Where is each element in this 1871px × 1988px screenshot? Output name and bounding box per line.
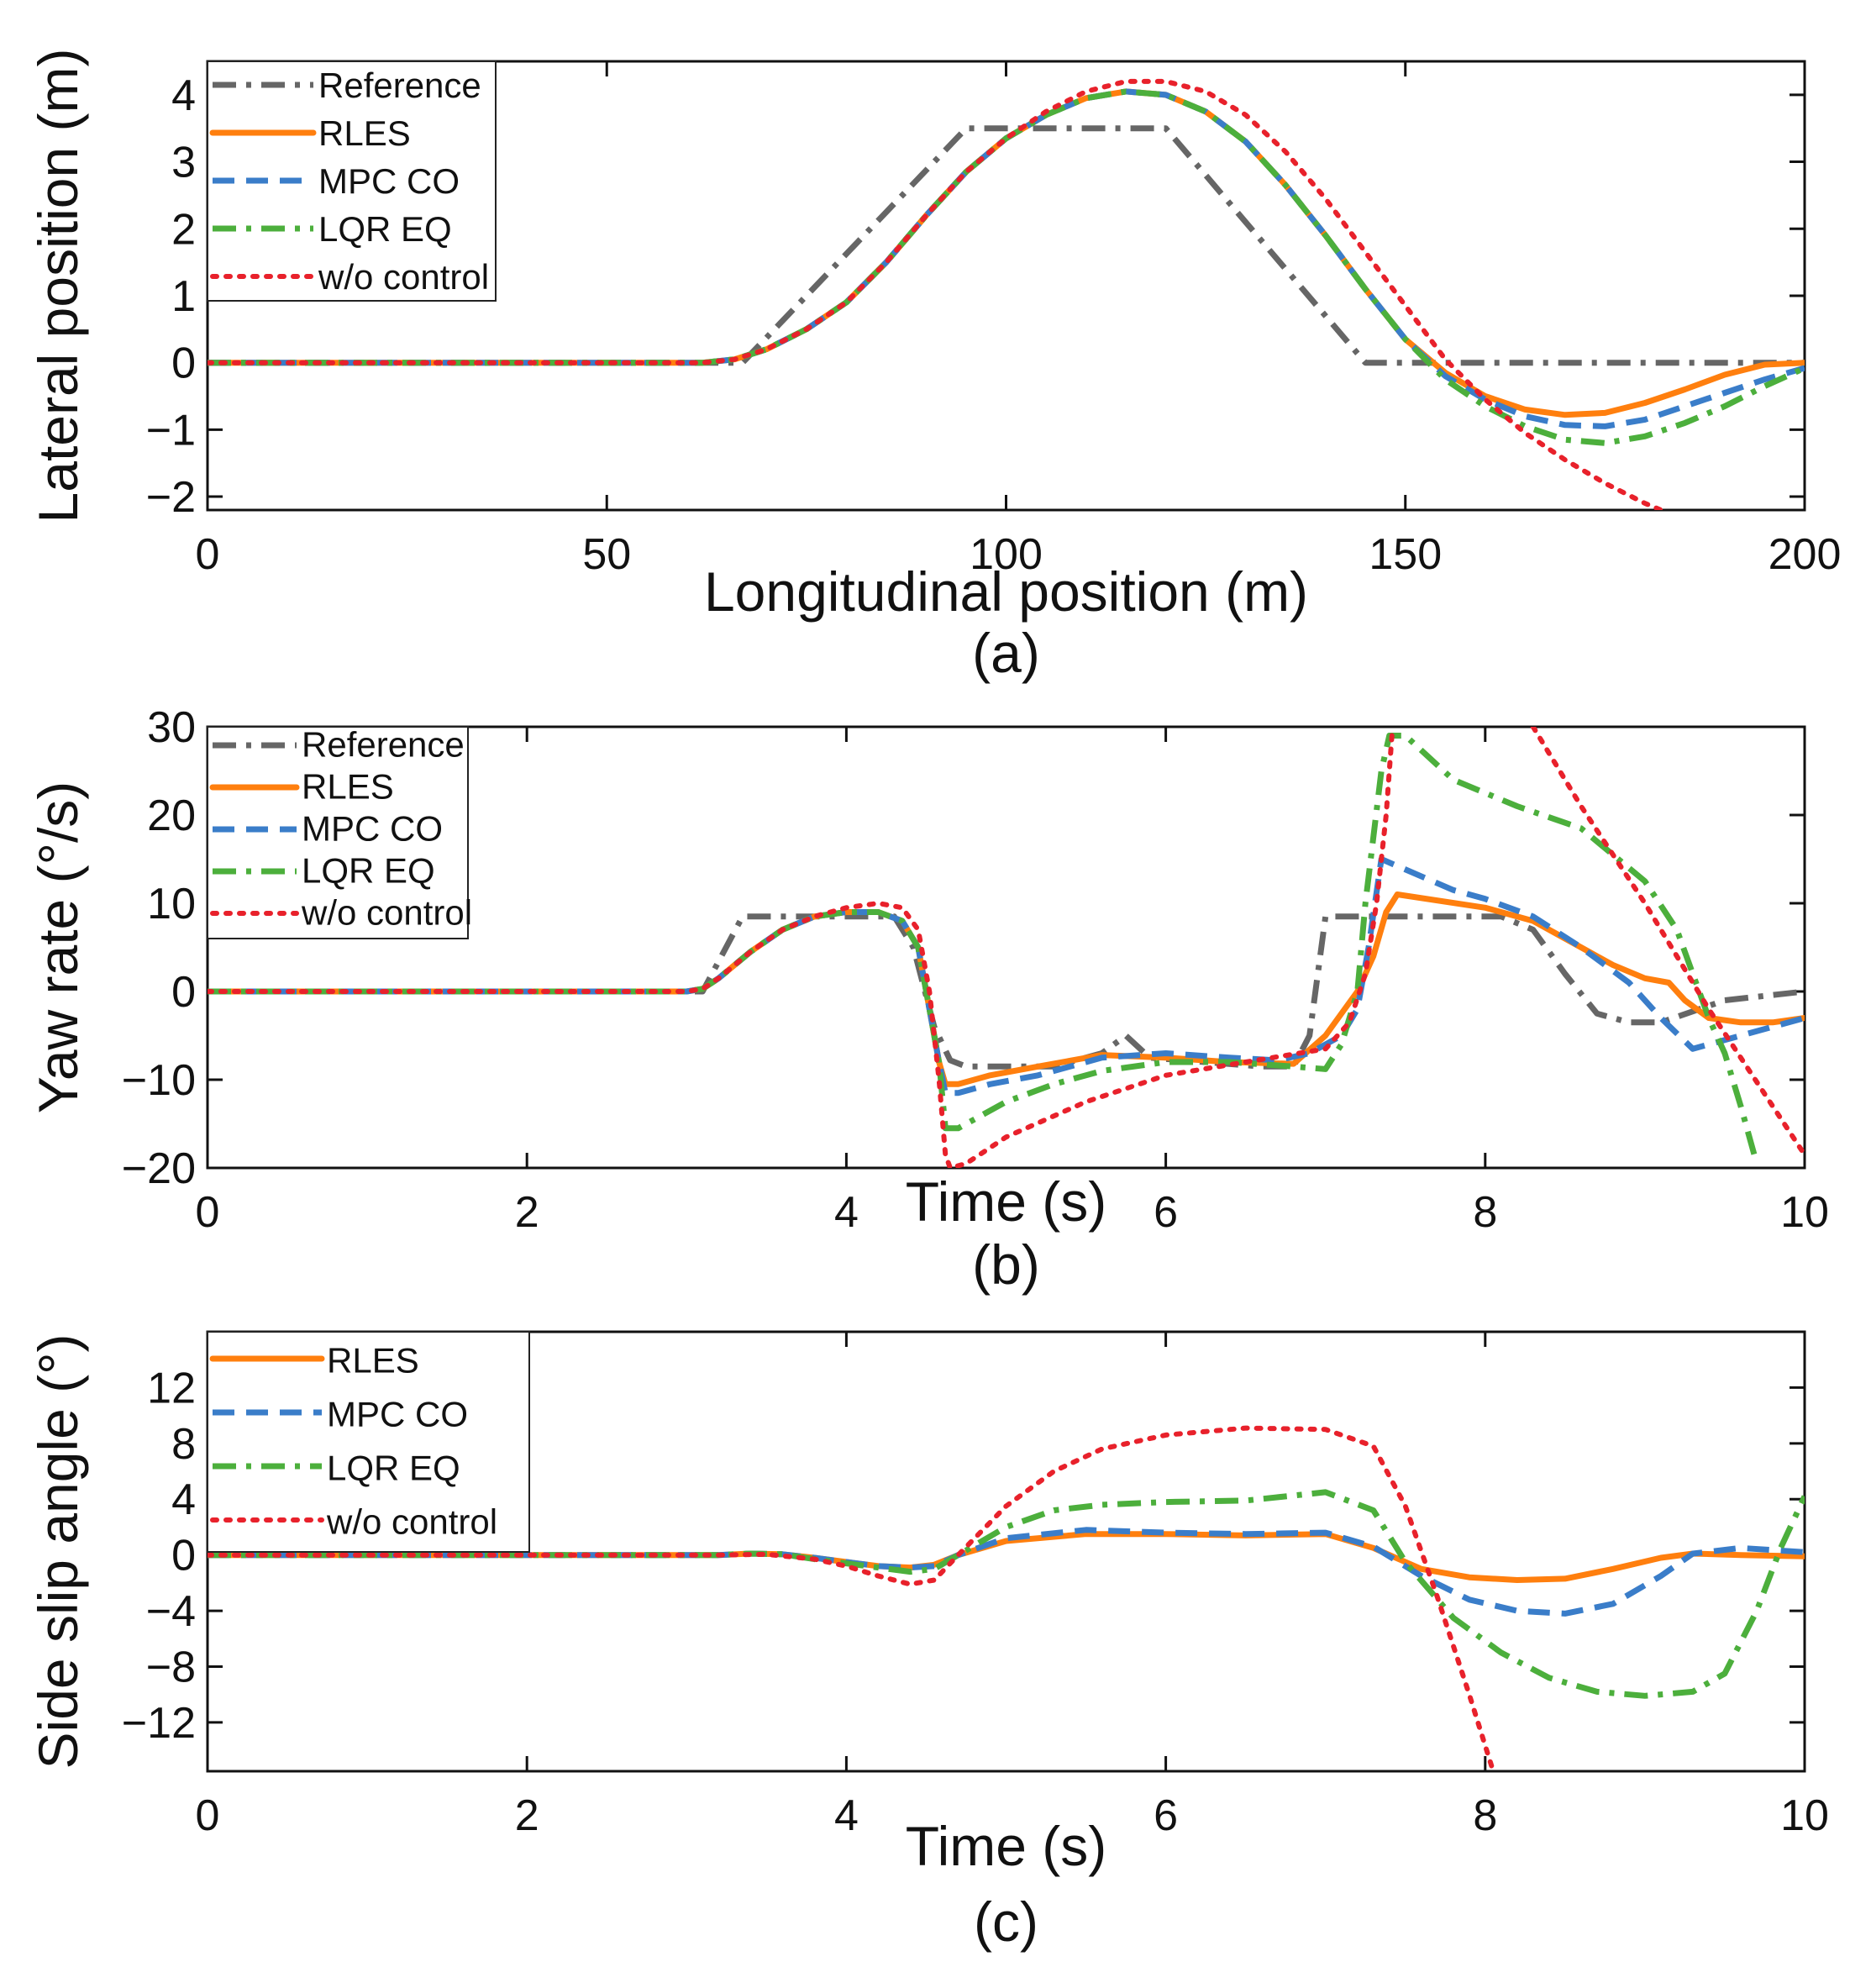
y-tick-label: 0: [171, 339, 196, 388]
legend-label: RLES: [327, 1341, 419, 1381]
panel-a: 0 50 100 150 200 −2 −1 0 1 2 3 4 Reference RLES MPC CO…: [27, 49, 1841, 684]
y-axis-title: Yaw rate (°/s): [27, 781, 89, 1114]
x-tick-label: 2: [515, 1188, 539, 1237]
legend-label: Reference: [318, 66, 481, 105]
x-axis-title: Longitudinal position (m): [704, 560, 1308, 623]
y-tick-label: −4: [146, 1587, 196, 1636]
x-tick-label: 2: [515, 1791, 539, 1840]
x-tick-label: 0: [196, 1791, 220, 1840]
legend-label: w/o control: [326, 1502, 497, 1542]
series-line-reference: [208, 913, 1805, 1070]
x-tick-label: 8: [1473, 1188, 1497, 1237]
series-group: [208, 78, 1805, 510]
y-tick-label: 0: [171, 968, 196, 1017]
panel-caption: (c): [974, 1891, 1038, 1953]
legend-box: [207, 726, 469, 939]
plot-frame: [206, 725, 1806, 1170]
y-tick-label: −2: [146, 473, 196, 522]
y-tick-label: 4: [171, 71, 196, 120]
legend-label: LQR EQ: [327, 1449, 460, 1488]
y-tick-label: 3: [171, 139, 196, 187]
x-tick-label: 50: [582, 530, 631, 579]
x-axis-title: Time (s): [906, 1815, 1107, 1877]
x-tick-label: 4: [834, 1188, 859, 1237]
y-tick-label: −12: [122, 1699, 196, 1748]
x-tick-label: 6: [1154, 1188, 1178, 1237]
y-tick-label: 0: [171, 1532, 196, 1580]
legend-label: RLES: [318, 113, 411, 153]
y-tick-label: −10: [122, 1056, 196, 1105]
y-tick-label: 10: [147, 880, 196, 928]
x-tick-label: 8: [1473, 1791, 1497, 1840]
y-axis-title: Lateral position (m): [27, 49, 89, 523]
x-tick-label: 6: [1154, 1791, 1178, 1840]
y-tick-label: 4: [171, 1475, 196, 1524]
x-tick-label: 0: [196, 530, 220, 579]
series-group: [208, 1425, 1805, 1771]
panel-c: 0 2 4 6 8 10 −12 −8 −4 0 4 8 12 RLES MPC CO LQR EQ w/o c…: [27, 1330, 1829, 1953]
x-tick-label: 200: [1769, 530, 1842, 579]
legend-label: w/o control: [301, 893, 472, 933]
x-tick-label: 100: [970, 530, 1043, 579]
series-group: [208, 727, 1805, 1168]
x-tick-label: 10: [1780, 1188, 1829, 1237]
y-tick-label: −1: [146, 406, 196, 455]
series-line-w-o-control: [1530, 727, 1805, 1158]
x-tick-label: 150: [1369, 530, 1442, 579]
legend-label: MPC CO: [302, 809, 443, 849]
y-tick-label: 30: [147, 703, 196, 752]
x-tick-label: 0: [196, 1188, 220, 1237]
panel-caption: (b): [972, 1233, 1040, 1296]
series-line-w-o-control: [208, 727, 1395, 1168]
legend-label: Reference: [302, 725, 465, 765]
legend-label: w/o control: [318, 257, 489, 297]
legend-label: RLES: [302, 767, 394, 807]
legend-box: [207, 1331, 530, 1553]
x-tick-label: 4: [834, 1791, 859, 1840]
legend-label: MPC CO: [318, 161, 460, 201]
y-tick-label: 1: [171, 272, 196, 321]
y-tick-label: −20: [122, 1144, 196, 1193]
y-tick-label: −8: [146, 1643, 196, 1691]
legend-label: LQR EQ: [318, 209, 452, 249]
y-tick-label: 20: [147, 792, 196, 840]
legend-label: MPC CO: [327, 1395, 468, 1434]
y-tick-label: 12: [147, 1364, 196, 1412]
series-line-w-o-control: [208, 78, 1663, 510]
x-tick-label: 10: [1780, 1791, 1829, 1840]
y-tick-label: 2: [171, 205, 196, 254]
y-axis-title: Side slip angle (°): [27, 1334, 89, 1770]
y-tick-label: 8: [171, 1420, 196, 1469]
series-line-w-o-control: [208, 1425, 1496, 1771]
x-axis-title: Time (s): [906, 1170, 1107, 1233]
panel-caption: (a): [972, 622, 1040, 684]
legend-label: LQR EQ: [302, 851, 435, 891]
